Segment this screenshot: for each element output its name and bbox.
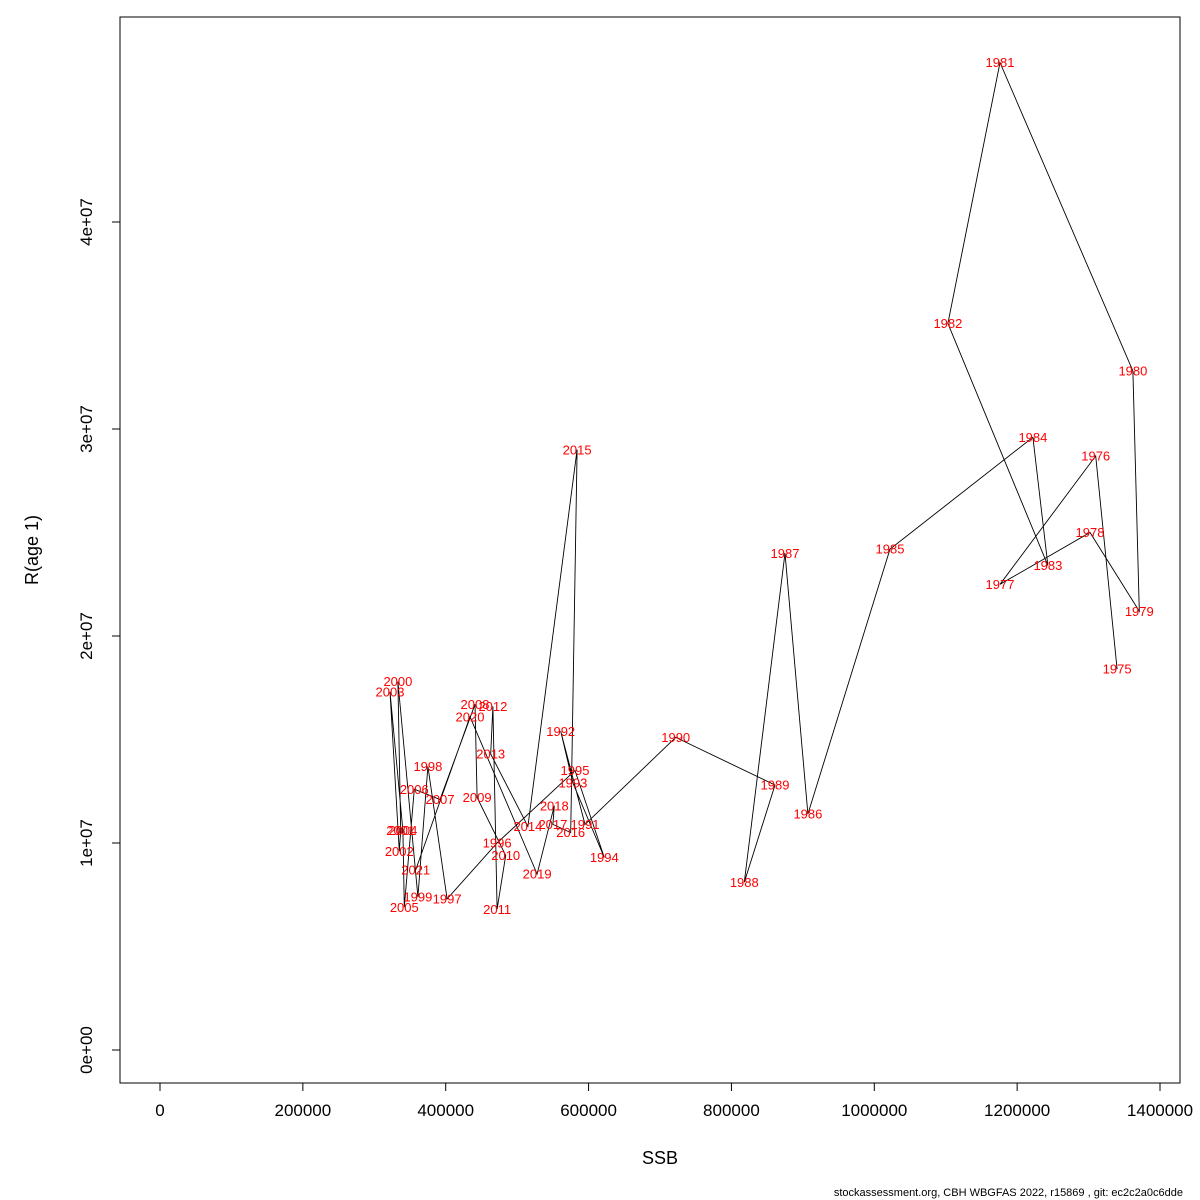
year-label: 1978 [1076, 525, 1105, 540]
x-tick-label: 1200000 [984, 1101, 1050, 1120]
year-label: 2008 [461, 697, 490, 712]
y-tick-label: 0e+00 [77, 1026, 96, 1074]
x-tick-label: 1400000 [1127, 1101, 1193, 1120]
year-label: 1990 [661, 730, 690, 745]
x-tick-label: 600000 [560, 1101, 617, 1120]
year-label: 2012 [478, 699, 507, 714]
year-label: 2016 [556, 825, 585, 840]
year-label: 2002 [385, 844, 414, 859]
year-label: 1979 [1125, 604, 1154, 619]
year-label: 2021 [401, 862, 430, 877]
chart-generated-layer: 0 200000 400000 600000 800000 1000000 1200000 1… [77, 16, 1193, 1120]
recruitment-path [389, 61, 1140, 910]
footer-credit: stockassessment.org, CBH WBGFAS 2022, r1… [834, 1187, 1183, 1199]
year-label: 1995 [561, 763, 590, 778]
year-label: 1975 [1103, 662, 1132, 677]
year-label: 1977 [986, 577, 1015, 592]
year-label: 2009 [463, 790, 492, 805]
year-label: 1982 [933, 316, 962, 331]
year-label: 2006 [400, 782, 429, 797]
year-label: 1993 [558, 776, 587, 791]
year-label: 1980 [1118, 364, 1147, 379]
year-label: 1976 [1081, 448, 1110, 463]
y-tick-label: 1e+07 [77, 819, 96, 867]
year-label: 1989 [761, 778, 790, 793]
year-label: 1988 [730, 875, 759, 890]
year-label: 2004 [388, 823, 417, 838]
year-label: 1994 [590, 850, 619, 865]
year-label: 2020 [456, 709, 485, 724]
year-label: 2000 [383, 674, 412, 689]
year-label: 2003 [376, 684, 405, 699]
year-label: 2013 [476, 747, 505, 762]
year-label: 1985 [876, 542, 905, 557]
year-label: 1997 [433, 891, 462, 906]
x-tick-label: 0 [155, 1101, 164, 1120]
year-label: 2001 [386, 823, 415, 838]
year-label: 1999 [403, 889, 432, 904]
x-tick-label: 1000000 [841, 1101, 907, 1120]
year-label: 1996 [483, 836, 512, 851]
y-tick-label: 4e+07 [77, 198, 96, 246]
year-label: 2019 [523, 867, 552, 882]
year-label: 1992 [546, 724, 575, 739]
year-label: 1983 [1033, 558, 1062, 573]
year-label: 1998 [413, 759, 442, 774]
x-tick-label: 200000 [274, 1101, 331, 1120]
year-label: 2011 [483, 902, 511, 917]
year-label: 2007 [426, 792, 455, 807]
y-tick-label: 2e+07 [77, 612, 96, 660]
plot-border [119, 16, 1181, 1084]
year-label: 2005 [390, 900, 419, 915]
y-tick-label: 3e+07 [77, 405, 96, 453]
year-label: 2018 [540, 798, 569, 813]
x-axis-title: SSB [642, 1148, 678, 1168]
y-axis-title: R(age 1) [22, 515, 42, 585]
year-label: 1987 [771, 546, 800, 561]
year-label: 1984 [1018, 430, 1047, 445]
x-tick-label: 800000 [703, 1101, 760, 1120]
x-tick-label: 400000 [417, 1101, 474, 1120]
year-label: 2010 [491, 848, 520, 863]
year-label: 1991 [571, 817, 600, 832]
year-label: 1981 [986, 55, 1015, 70]
year-label: 2014 [513, 819, 542, 834]
year-label: 1986 [793, 807, 822, 822]
year-label: 2017 [538, 817, 567, 832]
year-label: 2015 [563, 442, 592, 457]
